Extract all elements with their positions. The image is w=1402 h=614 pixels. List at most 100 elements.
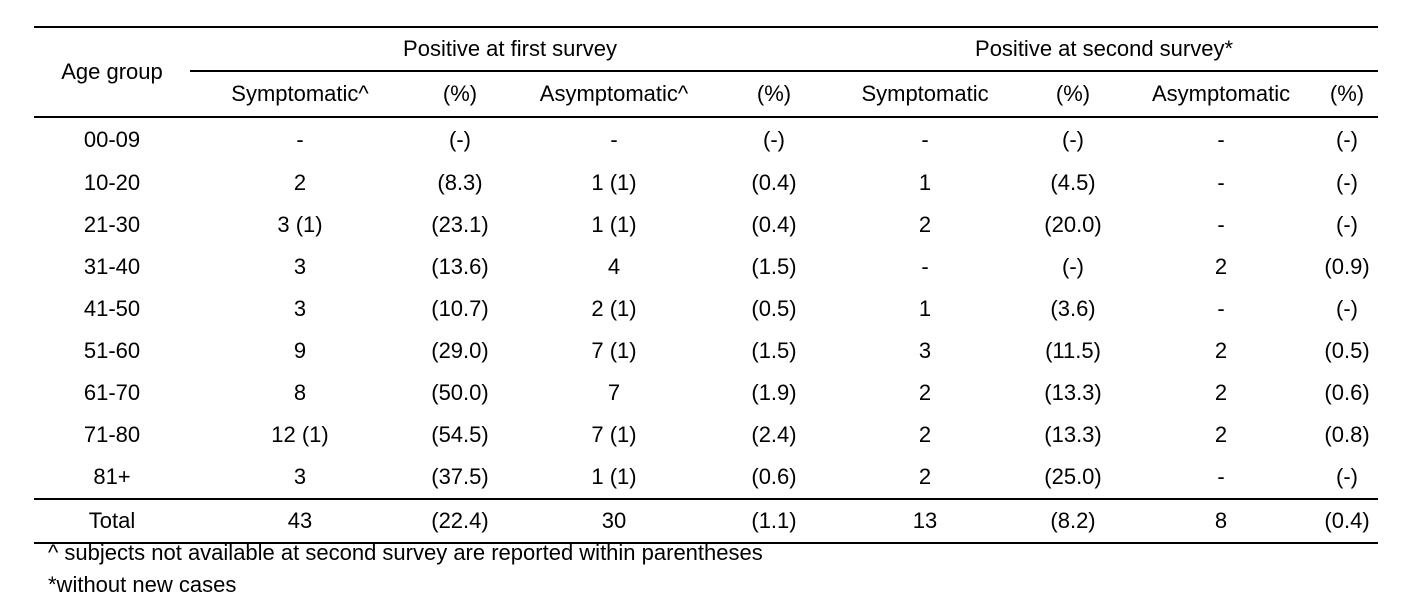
- table-cell: 12 (1): [271, 422, 329, 447]
- table-cell: 1: [918, 296, 932, 321]
- table-cell: (0.5): [751, 296, 797, 321]
- table-cell: (54.5): [431, 422, 489, 447]
- table-cell: 3: [918, 338, 932, 363]
- age-group-cell: 31-40: [83, 254, 141, 279]
- table-cell: (13.3): [1044, 422, 1102, 447]
- table-cell: 2: [918, 212, 932, 237]
- table-cell: 3 (1): [277, 212, 323, 237]
- col-header-asymptomatic-second: Asymptomatic: [1126, 71, 1317, 118]
- table-cell: 1: [918, 170, 932, 195]
- total-cell: (0.4): [1316, 498, 1379, 544]
- age-group-cell: 61-70: [83, 380, 141, 405]
- table-cell: (1.9): [751, 380, 797, 405]
- table-cell: (0.9): [1324, 254, 1370, 279]
- table-cell: (29.0): [431, 338, 489, 363]
- table-cell: 2: [1214, 422, 1228, 447]
- total-cell: (1.1): [718, 498, 831, 544]
- table-row: 00-09 - (-) - (-) - (-) - (-): [34, 117, 1378, 162]
- table-cell: (-): [763, 127, 785, 152]
- table-cell: (0.6): [1324, 380, 1370, 405]
- second-survey-header: Positive at second survey*: [830, 26, 1379, 72]
- table-cell: -: [610, 127, 618, 152]
- table-cell: 1 (1): [591, 170, 637, 195]
- survey-results-table: Age group Positive at first survey Posit…: [34, 26, 1379, 544]
- table-cell: (3.6): [1050, 296, 1096, 321]
- table-cell: (50.0): [431, 380, 489, 405]
- table-cell: 2: [1214, 254, 1228, 279]
- table-cell: (10.7): [431, 296, 489, 321]
- table-cell: 1 (1): [510, 456, 718, 500]
- age-group-cell: 21-30: [83, 212, 141, 237]
- total-cell: (22.4): [410, 498, 510, 544]
- footnote-asterisk: *without new cases: [48, 572, 237, 597]
- table-cell: (8.3): [437, 170, 483, 195]
- table-cell: -: [1217, 170, 1225, 195]
- table-cell: -: [1126, 456, 1317, 500]
- table-cell: (4.5): [1050, 170, 1096, 195]
- table-row: 10-20 2 (8.3) 1 (1) (0.4) 1 (4.5) - (-): [34, 162, 1378, 204]
- table-row: 41-50 3 (10.7) 2 (1) (0.5) 1 (3.6) - (-): [34, 288, 1378, 330]
- table-cell: (-): [1336, 127, 1359, 152]
- table-cell: (11.5): [1045, 338, 1101, 363]
- table-row: 21-30 3 (1) (23.1) 1 (1) (0.4) 2 (20.0) - (-): [34, 204, 1378, 246]
- table-row: 61-70 8 (50.0) 7 (1.9) 2 (13.3) 2 (0.6): [34, 372, 1378, 414]
- header-row-groups: Age group Positive at first survey Posit…: [34, 26, 1379, 118]
- col-header-symptomatic-second: Symptomatic: [830, 71, 1021, 118]
- total-cell: (8.2): [1020, 498, 1127, 544]
- table-cell: (0.4): [751, 170, 797, 195]
- table-cell: 2 (1): [591, 296, 637, 321]
- table-cell: (-): [1316, 456, 1379, 500]
- table-cell: (0.6): [718, 456, 831, 500]
- table-cell: -: [921, 254, 929, 279]
- table-cell: 8: [293, 380, 307, 405]
- total-row: Total 43 (22.4) 30 (1.1) 13 (8.2) 8 (0.4…: [34, 498, 1379, 544]
- table-cell: 2: [918, 380, 932, 405]
- total-cell: 8: [1126, 498, 1317, 544]
- age-group-header: Age group: [34, 26, 190, 118]
- col-header-pct-3: (%): [1020, 71, 1127, 118]
- table-cell: (2.4): [751, 422, 797, 447]
- col-header-asymptomatic-first: Asymptomatic^: [510, 71, 718, 118]
- table-cell: 1 (1): [591, 212, 637, 237]
- table-cell: 7: [607, 380, 621, 405]
- table-cell: -: [1217, 127, 1225, 152]
- table-cell: 7 (1): [591, 338, 637, 363]
- footnotes: ^ subjects not available at second surve…: [48, 537, 763, 601]
- total-cell: 43: [190, 498, 410, 544]
- table-cell: 2: [1214, 338, 1228, 363]
- table-cell: 2: [830, 456, 1021, 500]
- table-cell: 9: [293, 338, 307, 363]
- table-cell: -: [1217, 296, 1225, 321]
- table-cell: (0.8): [1324, 422, 1370, 447]
- table-cell: 2: [1214, 380, 1228, 405]
- age-group-cell: 41-50: [83, 296, 141, 321]
- table-cell: 2: [293, 170, 307, 195]
- age-group-cell: 00-09: [83, 127, 141, 152]
- col-header-pct-1: (%): [410, 71, 510, 118]
- table-cell: (-): [449, 127, 471, 152]
- total-cell: 30: [510, 498, 718, 544]
- table-cell: (0.5): [1324, 338, 1370, 363]
- table-cell: (-): [1336, 296, 1359, 321]
- total-cell: 13: [830, 498, 1021, 544]
- total-cell: Total: [34, 498, 190, 544]
- col-header-symptomatic-first: Symptomatic^: [190, 71, 410, 118]
- table-cell: (37.5): [410, 456, 510, 500]
- age-group-cell: 51-60: [83, 338, 141, 363]
- age-group-cell: 71-80: [83, 422, 141, 447]
- table-row: 51-60 9 (29.0) 7 (1) (1.5) 3 (11.5) 2 (0.5): [34, 330, 1378, 372]
- table-cell: (20.0): [1044, 212, 1102, 237]
- table-body: 00-09- (-) - (-) - (-) - (-) 10-20 2 (8.3) 1 (1) (0.…: [34, 117, 1379, 500]
- table-cell: (-): [1062, 254, 1084, 279]
- table-cell: (13.6): [431, 254, 489, 279]
- footnote-caret: ^ subjects not available at second surve…: [48, 540, 763, 565]
- table-row: 31-40 3 (13.6) 4 (1.5) - (-) 2 (0.9): [34, 246, 1378, 288]
- table-cell: (1.5): [751, 338, 797, 363]
- table-cell: (1.5): [751, 254, 797, 279]
- table-cell: (0.4): [751, 212, 797, 237]
- col-header-pct-2: (%): [718, 71, 831, 118]
- table-cell: 3: [293, 296, 307, 321]
- table-cell: 4: [607, 254, 621, 279]
- age-group-cell: 81+: [34, 456, 190, 500]
- table-cell: (13.3): [1044, 380, 1102, 405]
